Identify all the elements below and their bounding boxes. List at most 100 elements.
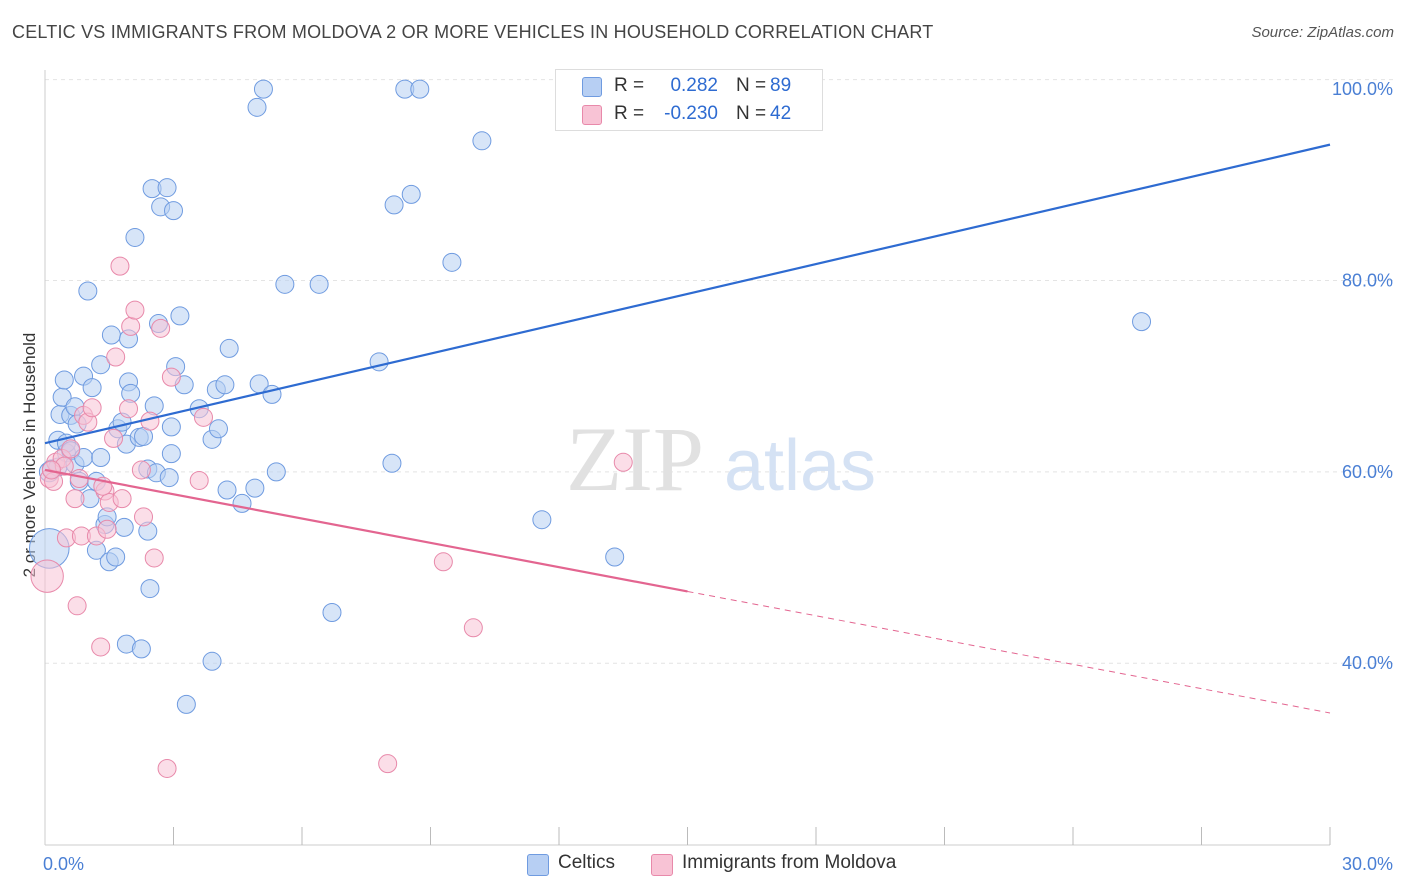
celtics-point — [245, 478, 265, 498]
celtics-point — [1132, 312, 1152, 332]
moldova-point — [613, 452, 633, 472]
celtics-point — [161, 417, 181, 437]
y-tick-label: 60.0% — [1342, 462, 1393, 482]
chart-title: CELTIC VS IMMIGRANTS FROM MOLDOVA 2 OR M… — [12, 22, 934, 42]
stats-legend: R = 0.282 N = 89 R = -0.230 N = 42 — [555, 69, 823, 131]
celtics-point — [140, 579, 160, 599]
celtics-swatch — [527, 854, 549, 876]
celtics-point — [532, 510, 552, 530]
celtics-point — [78, 281, 98, 301]
moldova-label: Immigrants from Moldova — [682, 852, 897, 873]
legend-swatch-celtics — [582, 77, 602, 97]
legend-n-value: 42 — [770, 103, 792, 124]
celtics-point — [91, 355, 111, 375]
celtics-point — [54, 370, 74, 390]
gridlines — [45, 79, 1395, 664]
y-tick-label: 80.0% — [1342, 270, 1393, 290]
watermark-zip: ZIP — [566, 408, 704, 510]
moldova-trend-extension — [687, 590, 1331, 714]
legend-row-celtics: R = 0.282 N = 89 — [556, 73, 822, 101]
celtics-point — [384, 195, 404, 215]
legend-swatch-moldova — [582, 105, 602, 125]
celtics-point — [232, 493, 252, 513]
moldova-point — [65, 489, 85, 509]
moldova-trend-line — [44, 468, 688, 593]
celtics-point — [101, 325, 121, 345]
celtics-point — [309, 274, 329, 294]
celtics-point — [217, 480, 237, 500]
celtics-point — [472, 131, 492, 151]
moldova-point — [112, 489, 132, 509]
moldova-point — [134, 507, 154, 527]
moldova-point — [131, 460, 151, 480]
tick-labels: 40.0% 60.0% 80.0% 100.0% 0.0% 30.0% — [43, 79, 1393, 874]
moldova-point — [193, 407, 213, 427]
series-legend: Celtics Immigrants from Moldova — [0, 852, 1406, 878]
moldova-point — [41, 460, 61, 480]
legend-r-label: R = — [614, 103, 645, 124]
moldova-point — [67, 596, 87, 616]
celtics-trend-line — [44, 143, 1331, 445]
celtics-point — [157, 178, 177, 198]
celtics-point — [170, 306, 190, 326]
moldova-point — [189, 470, 209, 490]
moldova-point — [61, 439, 81, 459]
moldova-point — [378, 754, 398, 774]
watermark: ZIP atlas — [566, 408, 876, 510]
legend-r-label: R = — [614, 75, 645, 96]
legend-n-value: 89 — [770, 75, 792, 96]
moldova-point — [433, 552, 453, 572]
moldova-swatch — [651, 854, 673, 876]
celtics-point — [253, 79, 273, 99]
celtics-point — [114, 517, 134, 537]
moldova-point — [161, 367, 181, 387]
moldova-point — [82, 398, 102, 418]
celtics-point — [82, 378, 102, 398]
celtics-point — [164, 201, 183, 221]
celtics-point — [322, 603, 342, 622]
axes — [44, 70, 1331, 846]
moldova-point — [463, 618, 483, 638]
x-tick-label: 0.0% — [43, 854, 84, 874]
celtics-point — [382, 453, 402, 473]
celtics-point — [247, 97, 267, 117]
x-tick-label: 30.0% — [1342, 854, 1393, 874]
celtics-point — [442, 252, 462, 272]
celtics-point — [176, 694, 196, 714]
legend-r-value: -0.230 — [664, 103, 718, 124]
celtics-point — [161, 444, 181, 464]
celtics-point — [401, 184, 421, 204]
y-tick-label: 100.0% — [1332, 79, 1393, 99]
legend-n-label: N = — [736, 103, 767, 124]
moldova-point — [151, 318, 171, 338]
celtics-point — [91, 448, 111, 467]
celtics-point — [125, 227, 145, 247]
celtics-point — [106, 547, 126, 567]
moldova-point — [91, 637, 111, 657]
celtics-label: Celtics — [558, 852, 616, 873]
celtics-point — [410, 79, 430, 99]
watermark-atlas: atlas — [724, 426, 876, 506]
y-tick-label: 40.0% — [1342, 653, 1393, 673]
celtics-point — [266, 462, 286, 482]
moldova-point — [157, 758, 177, 778]
moldova-point — [121, 316, 141, 336]
moldova-point — [104, 428, 124, 448]
celtics-point — [208, 419, 228, 439]
celtics-point — [159, 468, 179, 488]
celtics-point — [219, 338, 239, 358]
trend-lines — [44, 143, 1331, 714]
celtics-point — [131, 639, 151, 659]
celtics-point — [202, 651, 222, 671]
moldova-point — [110, 256, 130, 276]
moldova-point — [119, 399, 139, 419]
celtics-point — [275, 274, 295, 294]
source-credit: Source: ZipAtlas.com — [1251, 24, 1394, 41]
moldova-point — [30, 559, 64, 593]
legend-n-label: N = — [736, 75, 767, 96]
celtics-point — [605, 547, 625, 567]
moldova-point — [106, 347, 126, 367]
celtics-point — [215, 375, 235, 395]
legend-row-moldova: R = -0.230 N = 42 — [556, 101, 822, 129]
